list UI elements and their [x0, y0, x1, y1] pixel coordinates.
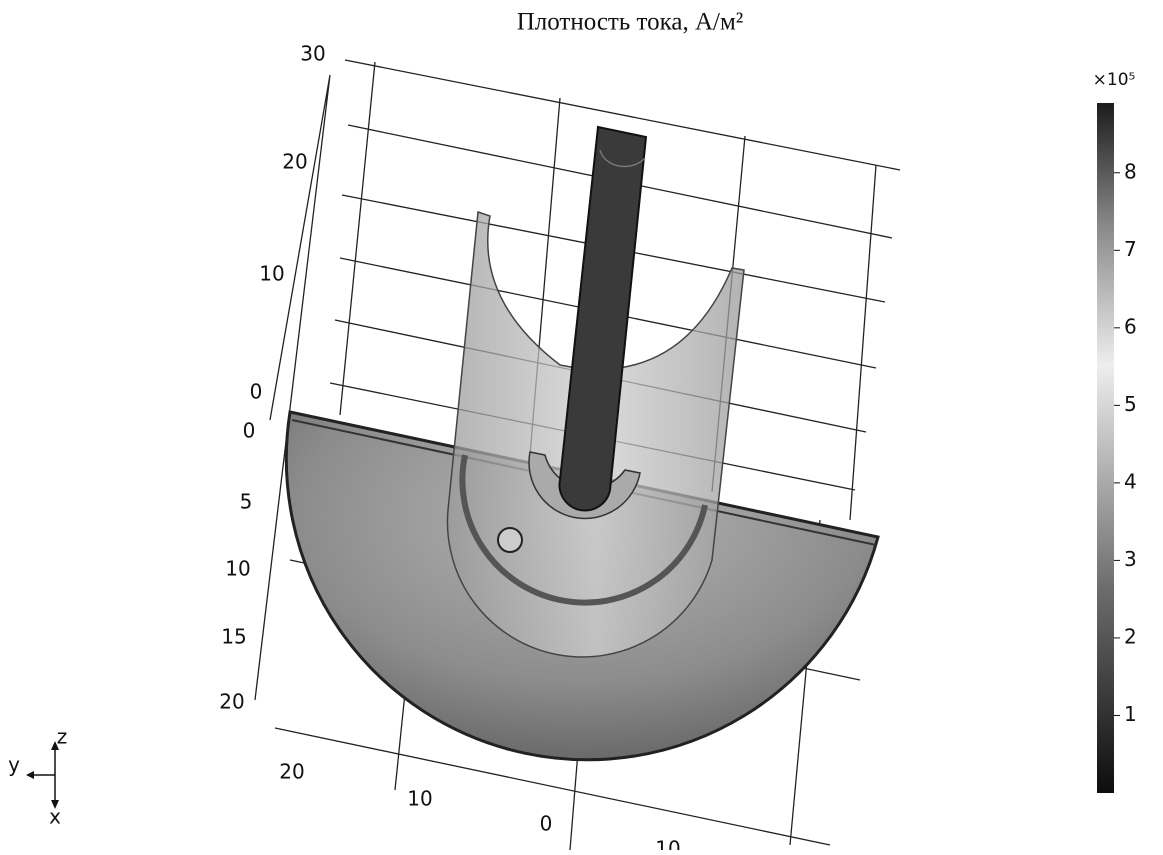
y-tick-label: 20 [219, 690, 244, 714]
y-tick-label: 0 [243, 419, 256, 443]
colorbar-tick-label: 2 [1124, 624, 1137, 648]
colorbar-tick-label: 4 [1124, 469, 1137, 493]
colorbar [1097, 103, 1114, 793]
colorbar-multiplier: ×10⁵ [1093, 70, 1136, 90]
y-tick-label: 10 [225, 557, 250, 581]
axis-triad: y z x [8, 725, 67, 829]
colorbar-tick-label: 8 [1124, 159, 1137, 183]
triad-label: y [8, 753, 20, 777]
colorbar-tick-label: 1 [1124, 702, 1137, 726]
z-tick-label: 0 [250, 380, 263, 404]
triad-label: z [57, 725, 68, 749]
y-tick-label: 5 [240, 490, 253, 514]
x-tick-label: 10 [407, 787, 432, 811]
x-tick-label: 10 [655, 837, 680, 851]
title: Плотность тока, А/м² [517, 9, 744, 36]
x-tick-label: 20 [279, 760, 304, 784]
rod [558, 125, 648, 512]
colorbar-tick-label: 3 [1124, 547, 1137, 571]
x-tick-label: 0 [540, 812, 553, 836]
colorbar-tick-label: 6 [1124, 314, 1137, 338]
hole [497, 527, 523, 553]
z-tick-label: 30 [300, 42, 325, 66]
z-tick-label: 10 [259, 262, 284, 286]
z-tick-label: 20 [282, 150, 307, 174]
y-tick-label: 15 [221, 625, 246, 649]
rod-top [599, 149, 646, 168]
colorbar-tick-label: 7 [1124, 237, 1137, 261]
colorbar-tick-label: 5 [1124, 392, 1137, 416]
channel-ring [459, 454, 708, 606]
triad-label: x [49, 805, 61, 829]
